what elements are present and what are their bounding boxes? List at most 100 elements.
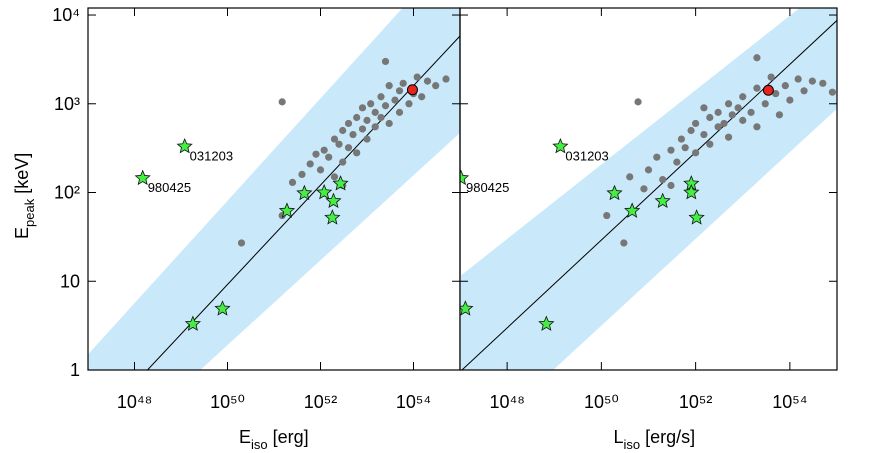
grb-point	[828, 88, 837, 96]
highlight-point	[762, 84, 774, 96]
highlight-point	[406, 84, 418, 96]
grb-point	[330, 135, 339, 143]
grb-point	[667, 146, 675, 154]
star-label: 980425	[466, 180, 509, 195]
grb-point	[330, 173, 339, 181]
axis-title-unit: [keV]	[12, 153, 32, 199]
grb-point	[335, 140, 343, 148]
grb-point	[724, 100, 733, 108]
star-point	[176, 137, 193, 154]
grb-point	[298, 170, 306, 178]
grb-point	[692, 119, 700, 128]
axis-title-sub: iso	[624, 437, 641, 452]
star-point	[214, 300, 231, 316]
grb-point	[739, 93, 747, 101]
grb-point	[794, 75, 802, 83]
grb-point	[423, 77, 432, 85]
grb-point	[634, 98, 642, 106]
axis-title-unit: [erg]	[268, 427, 309, 447]
grb-point	[358, 104, 367, 112]
grb-point	[442, 75, 450, 83]
grb-point	[706, 140, 714, 148]
x-tick-label: 10⁵⁴	[396, 392, 431, 412]
grb-point	[700, 130, 708, 139]
grb-point	[363, 116, 371, 124]
grb-point	[640, 185, 648, 193]
plot-frame	[459, 7, 838, 371]
grb-point	[325, 153, 333, 161]
star-point	[460, 169, 470, 186]
grb-point	[278, 98, 286, 106]
grb-point	[603, 211, 611, 220]
y-tick-label: 10	[60, 271, 80, 291]
grb-point	[819, 79, 827, 87]
grb-point	[677, 135, 686, 143]
axis-title-sub: peak	[22, 198, 37, 227]
grb-point	[353, 149, 361, 157]
grb-point	[312, 150, 320, 158]
star-point	[324, 209, 341, 225]
grb-point	[786, 96, 794, 104]
grb-point	[432, 82, 440, 90]
grb-point	[626, 173, 634, 181]
x-tick-label: 10⁴⁸	[117, 392, 152, 412]
grb-point	[316, 166, 325, 174]
fit-line	[461, 20, 837, 370]
grb-point	[700, 104, 708, 112]
grb-point	[349, 130, 357, 139]
grb-point	[673, 158, 681, 166]
x-tick-label: 10⁵⁰	[584, 392, 619, 412]
grb-point	[753, 84, 761, 92]
grb-point	[761, 100, 769, 108]
grb-point	[344, 119, 353, 128]
star-point	[296, 184, 313, 201]
axis-title: Epeak [keV]	[12, 153, 37, 239]
scatter-band	[88, 8, 460, 370]
star-point	[688, 209, 705, 225]
grb-point	[739, 116, 747, 124]
x-tick-label: 10⁵⁴	[772, 392, 807, 412]
grb-point	[681, 144, 689, 152]
grb-point	[353, 113, 361, 122]
grb-point	[620, 239, 628, 247]
grb-point	[399, 79, 407, 87]
grb-point	[371, 123, 379, 131]
grb-point	[381, 57, 390, 66]
grb-point	[385, 82, 393, 90]
grb-point	[358, 125, 367, 133]
grb-point	[391, 96, 399, 104]
axis-title-main: L	[614, 427, 624, 447]
y-tick-label: 10²	[54, 183, 80, 203]
star-point	[325, 192, 342, 209]
grb-point	[395, 87, 404, 95]
axis-title: Eiso [erg]	[239, 427, 309, 452]
grb-point	[767, 73, 775, 81]
grb-point	[339, 126, 347, 135]
grb-point	[800, 87, 808, 95]
star-point	[332, 175, 349, 191]
x-tick-label: 10⁵²	[304, 392, 337, 412]
grb-point	[413, 73, 421, 81]
star-label: 980425	[148, 180, 191, 195]
grb-point	[775, 111, 784, 119]
grb-point	[377, 93, 385, 101]
grb-point	[781, 82, 789, 90]
grb-point	[706, 113, 714, 122]
grb-point	[644, 166, 653, 174]
grb-point	[320, 146, 328, 154]
star-point	[624, 202, 641, 218]
x-tick-label: 10⁵⁰	[210, 392, 245, 412]
grb-point	[339, 158, 347, 166]
grb-point	[659, 175, 667, 184]
grb-point	[714, 108, 722, 116]
grb-point	[288, 178, 297, 187]
star-point	[552, 137, 569, 154]
x-tick-label: 10⁴⁸	[489, 392, 524, 412]
grb-point	[747, 108, 755, 116]
grb-point	[808, 77, 816, 85]
plot-area	[88, 8, 460, 370]
grb-point	[714, 123, 722, 131]
star-point	[316, 183, 333, 200]
grb-point	[687, 126, 695, 135]
